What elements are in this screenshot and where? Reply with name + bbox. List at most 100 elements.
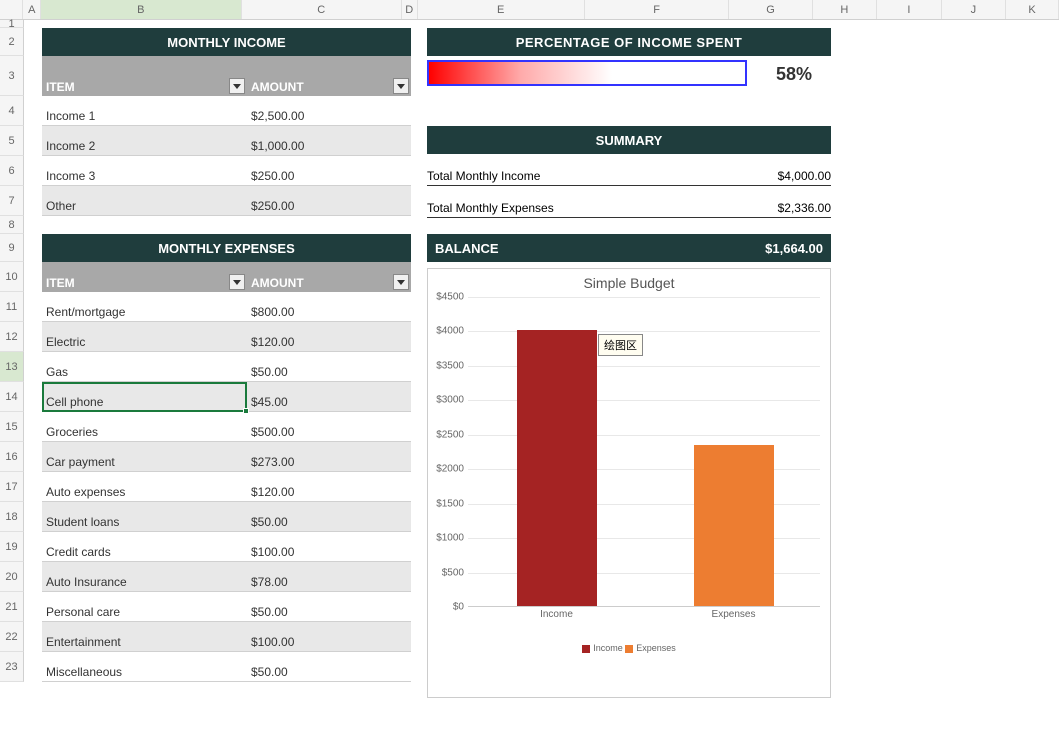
expenses-amount-header-label: AMOUNT — [251, 276, 304, 290]
expense-item-cell[interactable]: Cell phone — [42, 382, 247, 412]
balance-bar: BALANCE $1,664.00 — [427, 234, 831, 262]
chart-legend: Income Expenses — [428, 623, 830, 653]
col-header-e[interactable]: E — [418, 0, 585, 19]
chart-tooltip: 绘图区 — [598, 334, 643, 356]
expense-amount-cell[interactable]: $500.00 — [247, 412, 411, 442]
chart-x-labels: IncomeExpenses — [428, 607, 830, 623]
expense-amount-cell[interactable]: $273.00 — [247, 442, 411, 472]
income-amount-header-label: AMOUNT — [251, 80, 304, 94]
summary-expenses-label: Total Monthly Expenses — [427, 201, 554, 215]
row-header-4[interactable]: 4 — [0, 96, 24, 126]
expense-amount-cell[interactable]: $100.00 — [247, 622, 411, 652]
expense-amount-cell[interactable]: $50.00 — [247, 652, 411, 682]
chart-y-tick: $2000 — [428, 464, 464, 475]
income-item-cell[interactable]: Income 3 — [42, 156, 247, 186]
income-item-cell[interactable]: Income 2 — [42, 126, 247, 156]
row-header-16[interactable]: 16 — [0, 442, 24, 472]
summary-header: SUMMARY — [427, 126, 831, 154]
row-header-15[interactable]: 15 — [0, 412, 24, 442]
dropdown-icon[interactable] — [229, 78, 245, 94]
expense-amount-cell[interactable]: $100.00 — [247, 532, 411, 562]
income-amount-cell[interactable]: $250.00 — [247, 186, 411, 216]
col-header-j[interactable]: J — [942, 0, 1007, 19]
dropdown-icon[interactable] — [229, 274, 245, 290]
chart-y-tick: $500 — [428, 567, 464, 578]
chart-x-label: Expenses — [684, 609, 784, 620]
income-item-cell[interactable]: Other — [42, 186, 247, 216]
expense-amount-cell[interactable]: $50.00 — [247, 502, 411, 532]
expenses-item-header[interactable]: ITEM — [42, 262, 247, 292]
expense-amount-cell[interactable]: $800.00 — [247, 292, 411, 322]
expense-item-cell[interactable]: Car payment — [42, 442, 247, 472]
row-header-23[interactable]: 23 — [0, 652, 24, 682]
dropdown-icon[interactable] — [393, 78, 409, 94]
row-header-22[interactable]: 22 — [0, 622, 24, 652]
row-header-8[interactable]: 8 — [0, 216, 24, 234]
col-header-f[interactable]: F — [585, 0, 730, 19]
chart-title: Simple Budget — [428, 269, 830, 297]
summary-income-row: Total Monthly Income $4,000.00 — [427, 158, 831, 186]
summary-income-label: Total Monthly Income — [427, 169, 540, 183]
row-header-12[interactable]: 12 — [0, 322, 24, 352]
expense-item-cell[interactable]: Electric — [42, 322, 247, 352]
chart-bar — [694, 445, 774, 606]
expense-amount-cell[interactable]: $50.00 — [247, 592, 411, 622]
income-amount-cell[interactable]: $250.00 — [247, 156, 411, 186]
chart-y-tick: $4000 — [428, 326, 464, 337]
row-header-9[interactable]: 9 — [0, 234, 24, 262]
row-header-13[interactable]: 13 — [0, 352, 24, 382]
expense-item-cell[interactable]: Groceries — [42, 412, 247, 442]
expense-amount-cell[interactable]: $78.00 — [247, 562, 411, 592]
col-header-a[interactable]: A — [23, 0, 41, 19]
legend-label: Expenses — [636, 643, 676, 653]
percentage-bar-fill — [429, 62, 612, 84]
expense-amount-cell[interactable]: $120.00 — [247, 472, 411, 502]
col-header-i[interactable]: I — [877, 0, 942, 19]
income-item-cell[interactable]: Income 1 — [42, 96, 247, 126]
expense-amount-cell[interactable]: $120.00 — [247, 322, 411, 352]
expense-item-cell[interactable]: Rent/mortgage — [42, 292, 247, 322]
summary-expenses-value: $2,336.00 — [778, 201, 831, 215]
expense-item-cell[interactable]: Auto expenses — [42, 472, 247, 502]
expenses-amount-header[interactable]: AMOUNT — [247, 262, 411, 292]
col-header-c[interactable]: C — [242, 0, 402, 19]
expense-item-cell[interactable]: Credit cards — [42, 532, 247, 562]
select-all-corner[interactable] — [0, 0, 23, 19]
expense-item-cell[interactable]: Entertainment — [42, 622, 247, 652]
col-header-b[interactable]: B — [41, 0, 241, 19]
row-header-10[interactable]: 10 — [0, 262, 24, 292]
income-amount-cell[interactable]: $1,000.00 — [247, 126, 411, 156]
row-header-19[interactable]: 19 — [0, 532, 24, 562]
legend-swatch — [625, 645, 633, 653]
col-header-g[interactable]: G — [729, 0, 812, 19]
col-header-h[interactable]: H — [813, 0, 878, 19]
row-header-5[interactable]: 5 — [0, 126, 24, 156]
expense-amount-cell[interactable]: $50.00 — [247, 352, 411, 382]
income-amount-cell[interactable]: $2,500.00 — [247, 96, 411, 126]
row-header-20[interactable]: 20 — [0, 562, 24, 592]
income-item-header[interactable]: ITEM — [42, 56, 247, 96]
chart-bar — [517, 330, 597, 606]
column-headers-row: ABCDEFGHIJK — [0, 0, 1059, 20]
expense-amount-cell[interactable]: $45.00 — [247, 382, 411, 412]
expense-item-cell[interactable]: Personal care — [42, 592, 247, 622]
row-header-2[interactable]: 2 — [0, 28, 24, 56]
row-header-3[interactable]: 3 — [0, 56, 24, 96]
dropdown-icon[interactable] — [393, 274, 409, 290]
row-header-11[interactable]: 11 — [0, 292, 24, 322]
row-header-6[interactable]: 6 — [0, 156, 24, 186]
expense-item-cell[interactable]: Miscellaneous — [42, 652, 247, 682]
row-header-14[interactable]: 14 — [0, 382, 24, 412]
col-header-k[interactable]: K — [1006, 0, 1059, 19]
row-header-1[interactable]: 1 — [0, 20, 24, 28]
budget-chart[interactable]: Simple Budget $0$500$1000$1500$2000$2500… — [427, 268, 831, 698]
expense-item-cell[interactable]: Gas — [42, 352, 247, 382]
expense-item-cell[interactable]: Auto Insurance — [42, 562, 247, 592]
expense-item-cell[interactable]: Student loans — [42, 502, 247, 532]
col-header-d[interactable]: D — [402, 0, 418, 19]
row-header-18[interactable]: 18 — [0, 502, 24, 532]
row-header-17[interactable]: 17 — [0, 472, 24, 502]
row-header-21[interactable]: 21 — [0, 592, 24, 622]
row-header-7[interactable]: 7 — [0, 186, 24, 216]
income-amount-header[interactable]: AMOUNT — [247, 56, 411, 96]
